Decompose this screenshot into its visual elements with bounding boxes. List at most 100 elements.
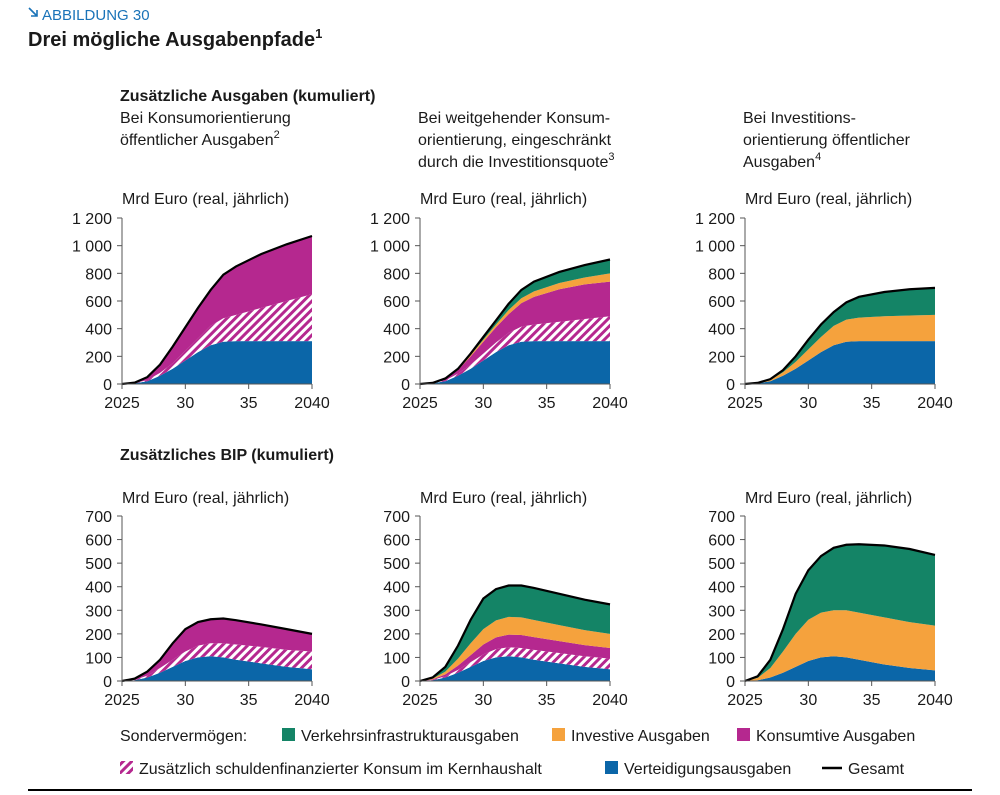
x-tick-label: 2040 [917,395,953,412]
y-tick-label: 0 [726,377,735,394]
title-note: 1 [315,26,322,41]
legend-title: Sondervermögen: [120,728,247,745]
legend-label: Verteidigungsausgaben [624,761,791,778]
chart-title: Bei Konsumorientierung [120,110,291,127]
x-tick-label: 2025 [402,692,438,709]
x-tick-label: 35 [863,692,881,709]
total-line [744,286,936,386]
y-tick-label: 1 000 [72,239,112,256]
y-tick-label: 500 [708,556,735,573]
y-tick-label: 700 [383,509,410,526]
section-title: Zusätzliches BIP (kumuliert) [120,447,334,464]
y-axis-label: Mrd Euro (real, jährlich) [122,191,289,208]
x-tick-label: 30 [176,692,194,709]
y-tick-label: 600 [708,294,735,311]
area-series [122,341,312,384]
y-tick-label: 700 [708,509,735,526]
y-axis-label: Mrd Euro (real, jährlich) [420,191,587,208]
y-tick-label: 400 [85,580,112,597]
chart-title-line: Bei weitgehender Konsum- [418,110,610,127]
y-tick-label: 600 [85,533,112,550]
y-tick-label: 600 [85,294,112,311]
chart-title: orientierung, eingeschränkt [418,132,612,149]
chart-title-line: Bei Investitions- [743,110,856,127]
y-tick-label: 200 [708,349,735,366]
figure-title: Drei mögliche Ausgabenpfade1 [28,26,322,51]
x-tick-label: 30 [799,395,817,412]
x-tick-label: 35 [538,395,556,412]
chart-title-note: 2 [274,129,280,141]
y-tick-label: 1 200 [695,211,735,228]
title-text: Drei mögliche Ausgabenpfade [28,29,315,51]
legend-label: Konsumtive Ausgaben [756,728,915,745]
y-tick-label: 800 [383,266,410,283]
area-series [420,634,610,681]
area-series [420,341,610,384]
x-tick-label: 2040 [917,692,953,709]
y-tick-label: 1 000 [370,239,410,256]
total-line [121,234,313,386]
area-series [745,544,935,681]
chart-title-line: orientierung, eingeschränkt [418,132,612,149]
area-series [122,656,312,681]
total-line [121,617,313,683]
legend-label: Verkehrsinfrastrukturausgaben [301,728,519,745]
y-axis-label: Mrd Euro (real, jährlich) [745,191,912,208]
y-tick-label: 400 [383,322,410,339]
total-line [744,543,936,683]
total-line [419,584,611,683]
x-tick-label: 35 [240,692,258,709]
legend-swatch [120,761,133,774]
y-axis-label: Mrd Euro (real, jährlich) [420,490,587,507]
x-tick-label: 30 [799,692,817,709]
x-tick-label: 35 [538,692,556,709]
area-series [745,656,935,681]
chart-title: Bei weitgehender Konsum- [418,110,610,127]
y-tick-label: 600 [383,533,410,550]
area-series [420,259,610,384]
chart-title-line: Bei Konsumorientierung [120,110,291,127]
x-tick-label: 30 [474,395,492,412]
area-series [122,643,312,681]
y-tick-label: 400 [708,322,735,339]
legend-swatch [605,761,618,774]
area-series [420,585,610,681]
chart-title-line: durch die Investitionsquote [418,154,608,171]
area-series [420,647,610,681]
x-tick-label: 35 [240,395,258,412]
y-tick-label: 0 [103,377,112,394]
y-tick-label: 400 [383,580,410,597]
y-tick-label: 700 [85,509,112,526]
y-tick-label: 200 [85,349,112,366]
x-tick-label: 2025 [402,395,438,412]
chart-title-line: orientierung öffentlicher [743,132,911,149]
area-series [122,235,312,384]
legend-swatch [282,728,295,741]
chart-title: orientierung öffentlicher [743,132,911,149]
chart-title: Ausgaben4 [743,151,821,171]
y-tick-label: 500 [383,556,410,573]
chart-title-note: 3 [608,151,614,163]
x-tick-label: 2040 [592,395,628,412]
area-series [122,294,312,384]
arrow-icon [28,7,38,17]
y-tick-label: 0 [103,674,112,691]
y-tick-label: 100 [708,650,735,667]
area-series [420,616,610,681]
y-tick-label: 1 000 [695,239,735,256]
x-tick-label: 2040 [592,692,628,709]
x-tick-label: 2025 [727,395,763,412]
x-tick-label: 2025 [727,692,763,709]
x-tick-label: 30 [176,395,194,412]
y-tick-label: 0 [401,674,410,691]
x-tick-label: 2040 [294,692,330,709]
y-axis-label: Mrd Euro (real, jährlich) [122,490,289,507]
y-tick-label: 800 [708,266,735,283]
area-series [420,281,610,384]
chart-title: Bei Investitions- [743,110,856,127]
y-tick-label: 300 [85,603,112,620]
figure-label: ABBILDUNG 30 [42,7,150,24]
y-tick-label: 800 [85,266,112,283]
x-tick-label: 2025 [104,692,140,709]
